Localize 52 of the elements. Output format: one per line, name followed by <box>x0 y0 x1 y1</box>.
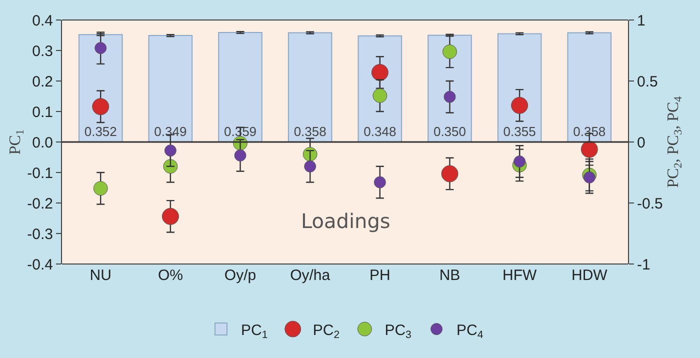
y-tick-label: 0.3 <box>32 42 53 60</box>
y-tick-label: -0.4 <box>27 256 53 274</box>
point <box>304 160 316 172</box>
x-tick-label: NB <box>439 267 460 284</box>
x-tick-label: O% <box>158 267 183 284</box>
data-label: 0.358 <box>294 124 326 139</box>
legend-label: PC$_{1}$ <box>241 322 268 342</box>
y-tick-label: 0.1 <box>32 104 53 121</box>
x-tick-label: PH <box>369 267 390 284</box>
point <box>162 208 179 225</box>
point <box>514 156 526 168</box>
x-tick-label: NU <box>90 267 112 284</box>
y2-tick-label: 0 <box>637 134 646 152</box>
point <box>372 88 388 103</box>
x-tick-label: Oy/p <box>224 267 256 284</box>
data-label: 0.348 <box>364 124 396 139</box>
point <box>94 42 107 54</box>
y2-tick-label: -0.5 <box>637 195 663 212</box>
data-label: 0.355 <box>503 124 536 139</box>
y2-tick-label: 0.5 <box>637 73 658 90</box>
point <box>93 181 108 196</box>
data-label: 0.358 <box>573 124 606 139</box>
point <box>442 44 457 59</box>
point <box>444 90 456 103</box>
data-label: 0.349 <box>154 124 187 139</box>
point <box>92 98 110 116</box>
data-label: 0.352 <box>84 124 117 139</box>
point <box>583 171 596 184</box>
y2-tick-label: -1 <box>637 256 650 274</box>
data-label: 0.350 <box>433 124 466 139</box>
point <box>374 176 386 188</box>
y-tick-label: 0.2 <box>32 73 53 90</box>
legend-label: PC$_{2}$ <box>312 322 340 342</box>
annotation: Loadings <box>301 209 390 233</box>
y2-tick-label: 1 <box>637 12 646 30</box>
point <box>441 165 458 182</box>
point <box>164 144 176 157</box>
x-tick-label: HDW <box>571 267 608 284</box>
y-tick-label: -0.2 <box>27 195 53 212</box>
x-tick-label: Oy/ha <box>290 267 331 284</box>
point <box>511 96 528 114</box>
legend-label: PC$_{3}$ <box>384 322 412 342</box>
x-tick-label: HFW <box>502 267 538 284</box>
point <box>163 159 178 174</box>
y-tick-label: -0.1 <box>27 164 53 182</box>
y-tick-label: 0.4 <box>32 12 53 30</box>
point <box>580 140 598 158</box>
point <box>371 64 388 81</box>
point <box>234 149 246 162</box>
y-tick-label: 0.0 <box>32 134 53 152</box>
y-tick-label: -0.3 <box>27 226 53 243</box>
legend-label: PC$_{4}$ <box>456 322 484 342</box>
